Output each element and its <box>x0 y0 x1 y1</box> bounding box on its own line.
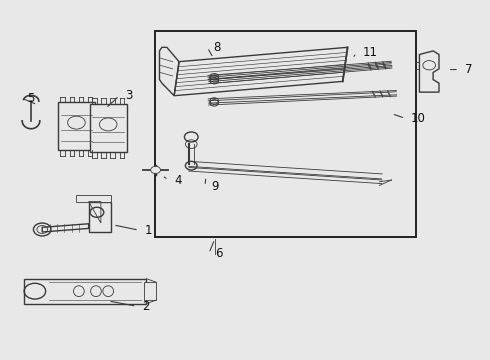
Bar <box>155 31 416 237</box>
Text: 9: 9 <box>211 180 219 193</box>
Text: 10: 10 <box>411 112 426 125</box>
Text: 1: 1 <box>145 224 152 237</box>
Text: 3: 3 <box>125 89 133 102</box>
Text: 7: 7 <box>465 63 472 76</box>
Circle shape <box>151 166 160 174</box>
Bar <box>76 195 111 202</box>
Bar <box>144 282 156 300</box>
Text: 2: 2 <box>143 300 150 313</box>
Bar <box>24 279 147 304</box>
Text: 11: 11 <box>362 46 377 59</box>
Bar <box>89 202 111 232</box>
Text: 8: 8 <box>213 41 220 54</box>
Text: 5: 5 <box>27 92 35 105</box>
Text: 6: 6 <box>215 247 222 260</box>
Bar <box>90 104 126 152</box>
Text: 4: 4 <box>174 174 182 186</box>
Bar <box>58 102 95 150</box>
